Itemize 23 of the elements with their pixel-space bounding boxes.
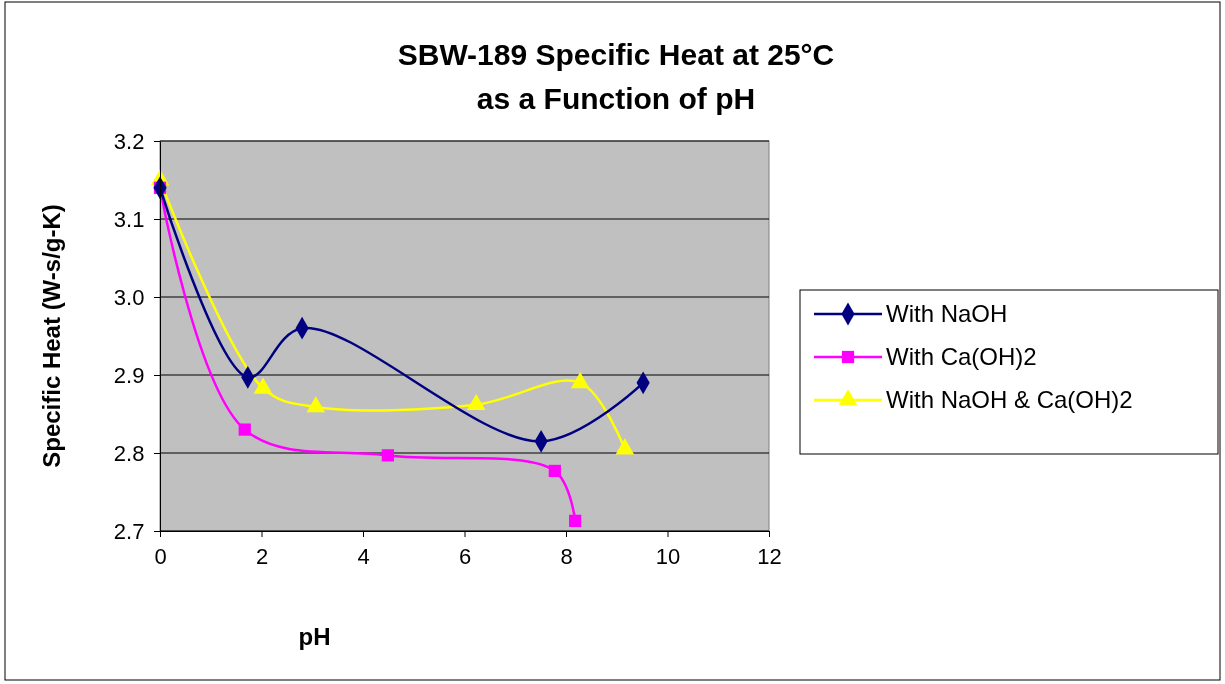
legend-label: With NaOH [886,300,1008,327]
x-tick-label: 10 [655,544,681,570]
point [381,449,394,462]
y-axis-title: Specific Heat (W-s/g-K) [38,204,65,468]
y-tick-label: 2.8 [113,440,145,466]
y-tick-label: 2.7 [113,518,145,544]
point [569,514,582,527]
y-tick-label: 3.1 [113,206,145,232]
legend-label: With Ca(OH)2 [886,343,1037,370]
x-tick-label: 0 [154,544,167,570]
x-tick-label: 8 [560,544,573,570]
x-tick-label: 6 [458,544,472,570]
legend-label: With NaOH & Ca(OH)2 [886,386,1133,413]
chart-title: SBW-189 Specific Heat at 25°C as a Function of pH [397,38,835,115]
x-tick-label: 12 [757,544,782,570]
y-tick-label: 3.0 [113,284,145,310]
y-tick-label: 2.9 [113,362,145,388]
point [548,464,561,478]
y-tick-label: 3.2 [113,128,145,154]
x-tick-label: 4 [357,544,370,570]
x-axis-title: pH [298,623,331,650]
x-tick-label: 2 [255,544,269,570]
point [238,423,251,436]
